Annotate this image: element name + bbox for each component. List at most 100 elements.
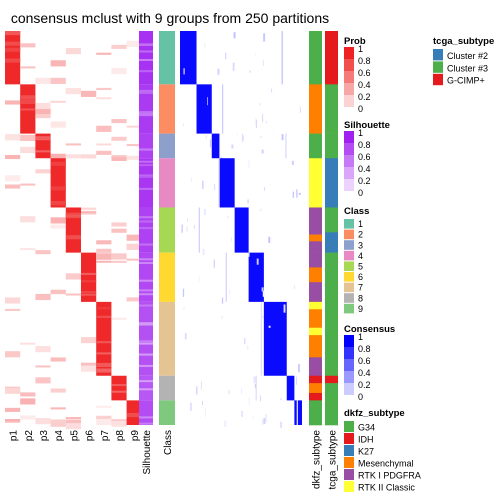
silhouette-cell-variation	[139, 110, 153, 113]
membership-cell-variation	[20, 95, 36, 100]
consensus-speckle	[198, 275, 200, 283]
silhouette-legend-tick: 0	[358, 188, 363, 198]
consensus-speckle	[232, 62, 235, 71]
prob-legend-tick: 0	[358, 104, 363, 114]
consensus-speckle	[248, 252, 250, 257]
silhouette-cell-class-2	[139, 84, 153, 134]
membership-cell-low	[50, 420, 66, 427]
membership-cell-p9-class-9	[126, 400, 142, 425]
dkfz-subtype-legend-label-3: Mesenchymal	[358, 459, 414, 469]
tcga-subtype-legend-label-1: Cluster #3	[447, 63, 488, 73]
consensus-speckle	[231, 237, 232, 242]
class-legend-title: Class	[344, 206, 369, 217]
membership-cell-variation	[96, 341, 112, 344]
dkfz-subtype-cell	[309, 392, 322, 401]
consensus-block-class-8	[286, 375, 295, 401]
consensus-block-class-7	[263, 301, 287, 376]
consensus-speckle	[263, 33, 266, 42]
membership-cell-low	[20, 398, 36, 405]
membership-cell-low	[35, 77, 51, 84]
class-legend-swatch-5	[344, 272, 354, 282]
silhouette-cell-variation	[139, 112, 153, 115]
membership-cell-low	[65, 143, 81, 146]
silhouette-cell-variation	[139, 50, 153, 53]
consensus-streak	[281, 31, 283, 85]
consensus-speckle	[190, 402, 192, 411]
membership-cell-low	[35, 102, 51, 110]
consensus-legend-swatch	[344, 347, 354, 360]
membership-cell-low	[81, 365, 97, 372]
dkfz-subtype-cell	[309, 241, 322, 253]
tcga-subtype-cell	[325, 84, 338, 134]
membership-cell-low	[35, 365, 51, 368]
membership-cell-low	[111, 44, 127, 49]
column-label-p7: p7	[100, 430, 111, 442]
column-label-dkfz-subtype: dkfz_subtype	[312, 430, 323, 489]
membership-cell-low	[65, 47, 81, 55]
consensus-speckle	[261, 419, 263, 426]
consensus-speckle	[231, 144, 234, 149]
silhouette-legend-swatch	[344, 191, 354, 204]
dkfz-subtype-cell	[309, 133, 322, 159]
membership-cell-low	[20, 183, 36, 186]
consensus-legend-tick: 0	[358, 392, 363, 402]
membership-cell-low	[65, 423, 81, 430]
silhouette-cell-variation	[139, 258, 153, 261]
consensus-speckle	[283, 304, 286, 313]
membership-cell-variation	[81, 280, 97, 283]
dkfz-subtype-cell	[309, 383, 322, 394]
tcga-subtype-cell	[325, 375, 338, 384]
membership-cell-variation	[111, 384, 127, 387]
membership-cell-low	[20, 146, 36, 153]
consensus-speckle	[186, 226, 188, 233]
consensus-speckle	[204, 208, 206, 216]
column-label-p2: p2	[24, 430, 35, 442]
membership-cell-low	[96, 143, 112, 146]
membership-cell-low	[96, 240, 112, 245]
membership-cell-low	[5, 387, 21, 394]
membership-cell-low	[96, 125, 112, 132]
membership-cell-variation	[5, 41, 21, 46]
membership-cell-low	[126, 155, 142, 160]
column-label-tcga-subtype: tcga_subtype	[328, 430, 339, 490]
class-cell-3	[159, 133, 175, 159]
dkfz-subtype-cell	[309, 400, 322, 426]
consensus-legend-tick: 0.8	[358, 344, 371, 354]
class-legend-label-1: 2	[358, 230, 363, 240]
consensus-speckle	[205, 135, 208, 140]
class-legend-swatch-2	[344, 240, 354, 250]
membership-cell-low	[50, 217, 66, 224]
membership-cell-low	[50, 290, 66, 295]
class-legend-label-7: 8	[358, 293, 363, 303]
class-legend-swatch-0	[344, 219, 354, 229]
class-cell-9	[159, 400, 175, 425]
consensus-speckle	[181, 224, 183, 233]
consensus-block-class-5	[234, 207, 249, 253]
class-cell-4	[159, 158, 175, 208]
membership-cell-low	[111, 156, 127, 161]
consensus-speckle	[254, 52, 256, 57]
consensus-speckle	[202, 180, 204, 189]
tcga-subtype-legend-title: tcga_subtype	[433, 36, 494, 47]
silhouette-cell-variation	[139, 342, 153, 345]
membership-cell-variation	[20, 108, 36, 111]
membership-cell-low	[50, 224, 66, 229]
consensus-speckle	[200, 381, 202, 390]
membership-cell-low	[5, 419, 21, 422]
dkfz-subtype-legend-title: dkfz_subtype	[344, 408, 405, 419]
silhouette-cell-variation	[139, 114, 153, 117]
silhouette-cell-variation	[139, 175, 153, 178]
consensus-speckle	[196, 386, 198, 395]
tcga-subtype-cell	[325, 383, 338, 401]
consensus-speckle	[256, 119, 257, 128]
silhouette-cell-variation	[139, 91, 153, 94]
membership-cell-low	[111, 420, 127, 427]
membership-cell-low	[50, 77, 66, 84]
dkfz-subtype-cell	[309, 84, 322, 134]
membership-cell-low	[50, 60, 66, 67]
consensus-legend-title: Consensus	[344, 324, 395, 335]
membership-cell-low	[20, 216, 36, 223]
class-cell-1	[159, 31, 175, 85]
dkfz-subtype-legend-label-4: RTK I PDGFRA	[358, 471, 421, 481]
membership-cell-variation	[50, 203, 66, 206]
